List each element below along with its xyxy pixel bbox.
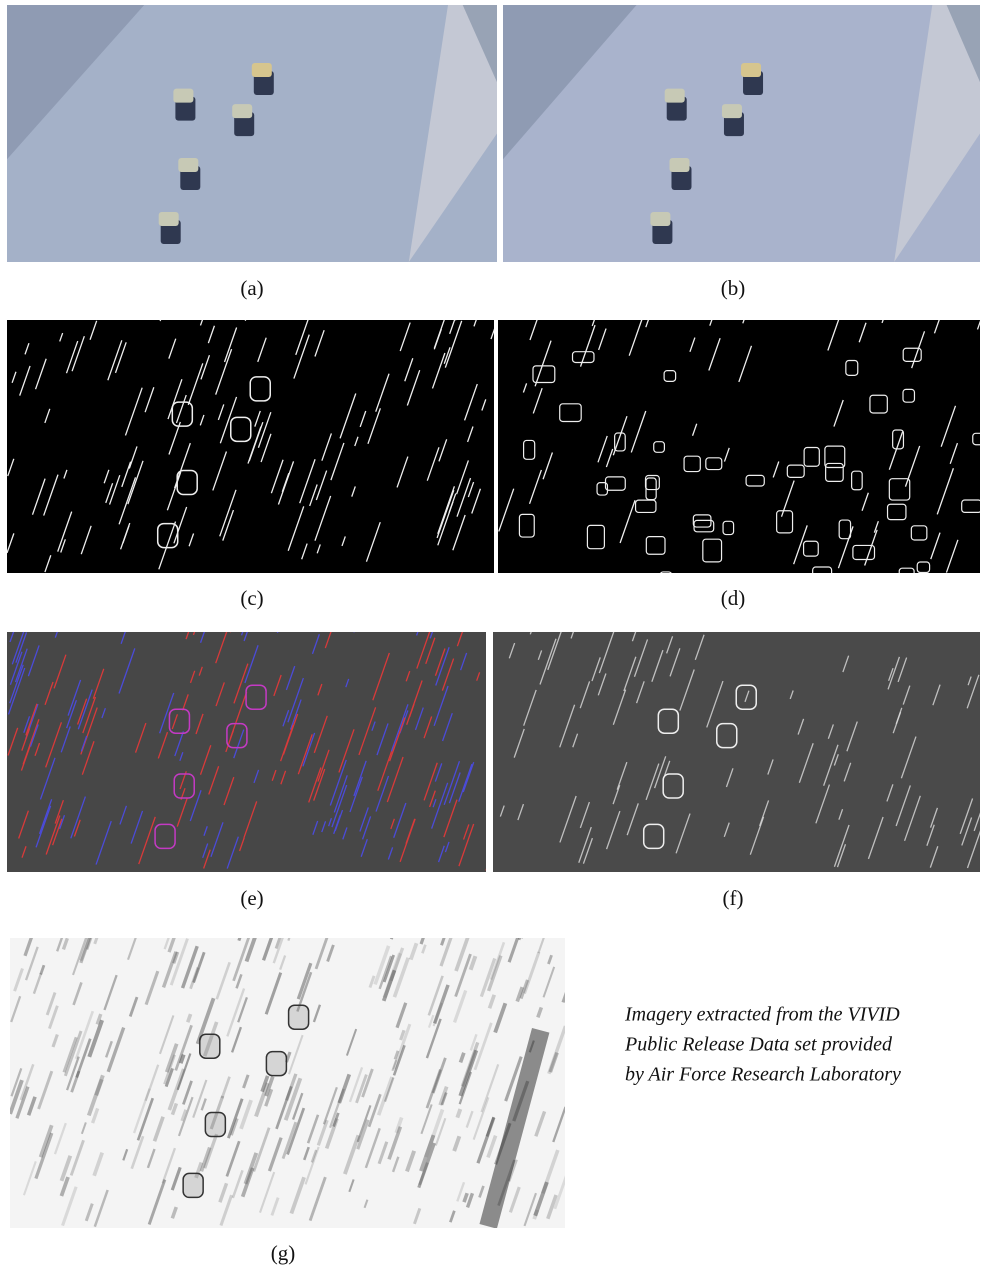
image-background [10,938,565,1228]
panel-label: (g) [271,1241,296,1265]
edge-line [519,895,535,939]
vehicle [665,89,685,103]
image-background [7,320,494,573]
vehicle-outline [289,1005,309,1029]
edge-line [193,611,201,635]
edge-line [354,611,362,633]
vehicle [669,158,689,172]
caption-line: Imagery extracted from the VIVID [624,1004,900,1026]
figure: Imagery extracted from the VIVID Public … [0,0,987,1271]
vehicle [252,63,272,77]
panel-label: (d) [721,586,746,610]
panel-label: (b) [721,276,746,300]
vehicle-outline [205,1113,225,1137]
vehicle [232,104,252,118]
vehicle [650,212,670,226]
edge-box [660,572,672,589]
edge-line [55,599,69,638]
edge-line [521,901,534,938]
edge-line [670,604,680,632]
panel [7,589,491,872]
vehicle [722,104,742,118]
image-background [493,632,980,872]
vehicle-outline [200,1034,220,1058]
panel-label: (a) [240,276,263,300]
edge-line [455,307,460,320]
panel-image [7,589,491,872]
edge-line [530,587,547,634]
edge-line [288,901,302,940]
panel [498,275,987,590]
edge-line [391,898,406,940]
panel [7,276,500,573]
vehicle [173,89,193,103]
panel-image [7,5,497,262]
vehicle [178,158,198,172]
vehicle-outline [266,1052,286,1076]
edge-line [882,275,899,323]
panel-label: (e) [240,886,263,910]
vehicle [159,212,179,226]
panel [503,5,980,262]
vehicle [741,63,761,77]
panel-image [493,587,986,872]
caption-line: by Air Force Research Laboratory [625,1064,901,1086]
panel-image [498,275,987,590]
edge-line [457,1109,460,1118]
panel [10,895,574,1228]
image-background [498,320,980,573]
vehicle-outline [183,1173,203,1197]
caption-line: Public Release Data set provided [624,1034,893,1056]
panel-label: (f) [723,886,744,910]
panel [7,5,497,262]
panel-image [7,276,500,573]
edge-line [230,619,235,632]
edge-line [486,855,491,871]
edge-line [160,313,163,321]
panel-image [10,895,574,1228]
edge-line [277,607,286,632]
panel [493,587,986,872]
panel-label: (c) [240,586,263,610]
panel-image [503,5,980,262]
